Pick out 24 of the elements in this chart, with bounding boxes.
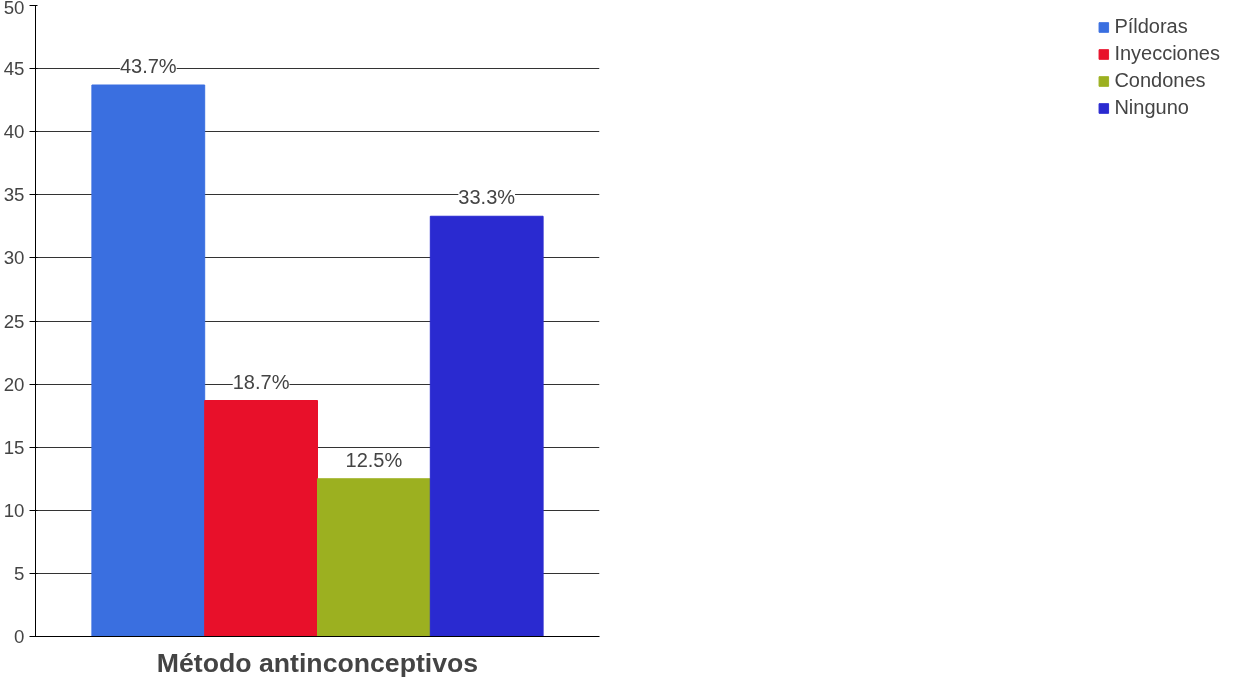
y-tick-label: 45: [3, 58, 25, 80]
y-tick-label: 5: [14, 562, 25, 584]
legend-label: Píldoras: [1114, 15, 1188, 38]
y-tick-label: 40: [3, 121, 25, 143]
bar: [317, 478, 431, 637]
data-label: 43.7%: [119, 55, 177, 78]
y-tick-label: 50: [3, 0, 25, 18]
bar: [429, 215, 544, 637]
bar: [204, 400, 318, 637]
y-tick-label: 30: [3, 247, 25, 269]
legend-label: Condones: [1114, 69, 1206, 92]
bar: [91, 84, 206, 637]
data-label: 12.5%: [345, 448, 403, 471]
y-tick-label: 0: [14, 626, 25, 647]
x-axis-title: Método antinconceptivos: [156, 647, 479, 678]
data-label: 33.3%: [458, 186, 516, 209]
legend-label: Ninguno: [1114, 96, 1189, 119]
y-tick-label: 35: [3, 184, 25, 206]
data-label: 18.7%: [232, 370, 290, 393]
legend-label: Inyecciones: [1114, 42, 1220, 65]
y-tick-label: 15: [3, 436, 25, 458]
y-tick-label: 10: [3, 499, 25, 521]
y-tick-label: 25: [3, 310, 25, 332]
y-tick-label: 20: [3, 373, 25, 395]
